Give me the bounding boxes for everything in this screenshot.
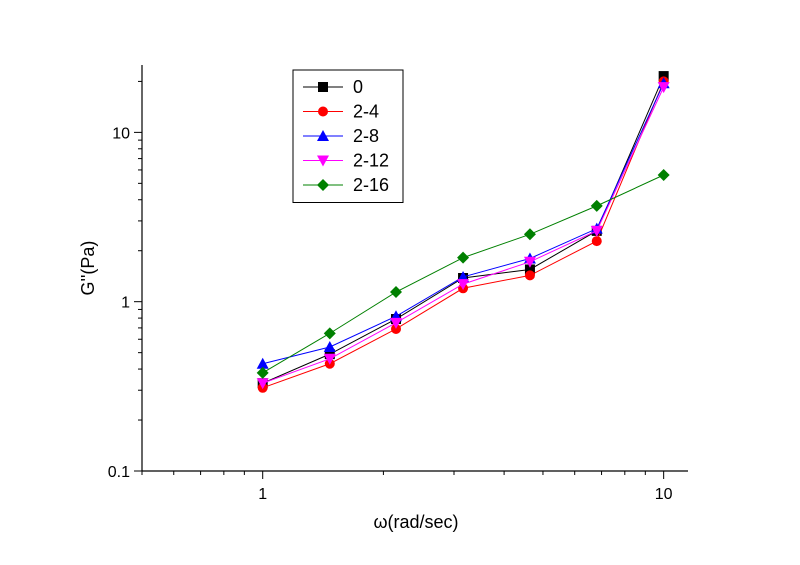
data-point [523,228,536,241]
legend-item: 2-16 [303,175,389,195]
data-point [523,256,536,268]
legend-label: 2-16 [353,175,389,195]
data-point [457,279,470,291]
legend-marker [317,130,329,141]
x-tick-label: 10 [655,486,673,503]
data-point [323,340,336,352]
data-point [389,317,402,329]
legend-label: 2-4 [353,102,379,122]
legend-label: 0 [353,77,363,97]
data-point [389,286,402,299]
series-2-16 [256,169,670,379]
legend-item: 2-12 [303,151,389,171]
series-layer [256,71,670,393]
series-2-12 [256,82,670,390]
data-point [658,71,669,82]
y-tick-label: 1 [121,295,130,312]
data-point [256,378,269,390]
data-point [457,251,470,264]
data-point [524,270,535,281]
legend-marker [317,155,329,167]
x-tick-label: 1 [258,486,267,503]
legend-marker [318,106,328,117]
y-tick-label: 0.1 [108,464,130,481]
legend-label: 2-12 [353,151,389,171]
data-point [657,169,670,182]
data-point [323,327,336,340]
legend-marker [318,82,328,92]
y-tick-label: 10 [112,125,130,142]
data-point [390,323,401,334]
legend-label: 2-8 [353,126,379,146]
x-axis-title: ω(rad/sec) [373,512,458,532]
axes: 1 10 0.1 1 10 [108,65,688,503]
data-point [323,353,336,365]
legend-item: 2-4 [303,102,379,122]
legend-item: 2-8 [303,126,379,146]
data-point [256,366,269,379]
legend-item: 0 [303,77,363,97]
data-point [657,82,670,94]
data-point [591,236,602,247]
legend-marker [317,179,329,191]
data-point [590,225,603,237]
data-point [524,264,535,275]
data-point [256,357,269,369]
data-point [590,199,603,212]
legend: 0 2-4 2-8 2-12 2-16 [292,69,404,203]
y-axis-title: G''(Pa) [78,241,98,296]
